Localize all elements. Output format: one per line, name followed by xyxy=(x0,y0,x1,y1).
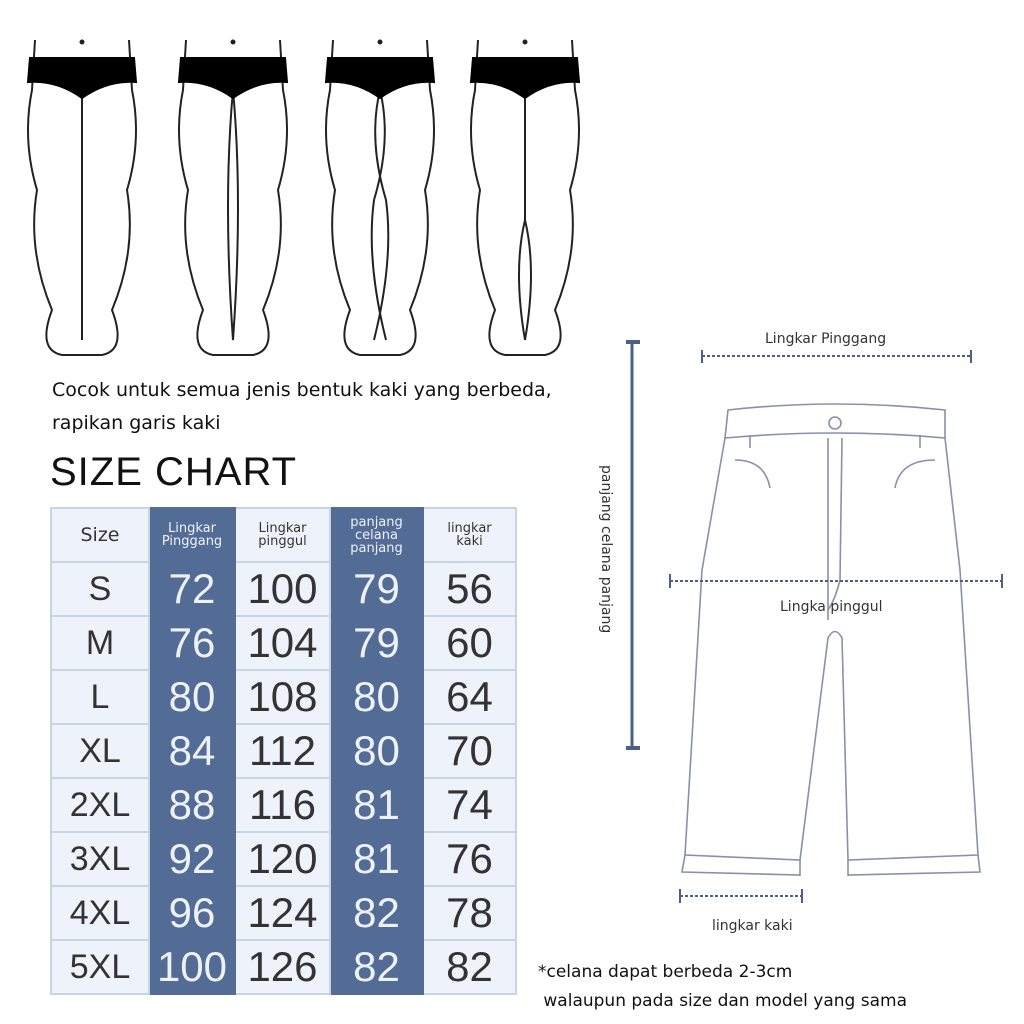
measure-cell: 81 xyxy=(329,777,424,833)
leg-shapes-illustration xyxy=(26,39,581,356)
measure-cell: 100 xyxy=(148,939,236,995)
table-row: S 72 100 79 56 xyxy=(50,561,517,617)
leg-label: lingkar kaki xyxy=(712,918,793,934)
measure-cell: 104 xyxy=(234,615,331,671)
leg-measure-line xyxy=(679,889,803,903)
measure-cell: 79 xyxy=(329,615,424,671)
measure-cell: 82 xyxy=(422,939,517,995)
measure-cell: 84 xyxy=(148,723,236,779)
measure-cell: 76 xyxy=(422,831,517,887)
measure-cell: 78 xyxy=(422,885,517,941)
note-line-1: *celana dapat berbeda 2-3cm xyxy=(538,962,793,982)
leg-figure xyxy=(26,39,138,356)
measure-cell: 126 xyxy=(234,939,331,995)
measure-cell: 88 xyxy=(148,777,236,833)
measure-cell: 80 xyxy=(329,669,424,725)
length-measure-line xyxy=(626,340,640,750)
leg-figure xyxy=(469,39,581,356)
column-header-text: panjang xyxy=(350,514,403,530)
size-cell: 3XL xyxy=(50,831,150,887)
column-header-text: pinggul xyxy=(258,534,307,549)
size-cell: M xyxy=(50,615,150,671)
measure-cell: 56 xyxy=(422,561,517,617)
table-row: 5XL 100 126 82 82 xyxy=(50,939,517,995)
column-header-text: Lingkar xyxy=(168,521,216,536)
column-header: lingkar kaki xyxy=(422,507,517,563)
measure-cell: 79 xyxy=(329,561,424,617)
column-header-text: Size xyxy=(80,523,120,546)
caption-line-2: rapikan garis kaki xyxy=(52,412,221,434)
measure-cell: 120 xyxy=(234,831,331,887)
column-header: Lingkar pinggul xyxy=(234,507,331,563)
note-line-2: walaupun pada size dan model yang sama xyxy=(538,991,907,1011)
measure-cell: 112 xyxy=(234,723,331,779)
size-cell: 5XL xyxy=(50,939,150,995)
length-label: panjang celana panjang xyxy=(598,465,614,633)
measure-cell: 80 xyxy=(329,723,424,779)
measure-cell: 64 xyxy=(422,669,517,725)
measure-cell: 74 xyxy=(422,777,517,833)
measure-cell: 81 xyxy=(329,831,424,887)
pants-diagram: panjang celana panjang Lingkar Pinggang … xyxy=(598,331,1003,934)
table-row: XL 84 112 80 70 xyxy=(50,723,517,779)
size-cell: L xyxy=(50,669,150,725)
waist-measure-line xyxy=(701,350,972,363)
column-header-text: lingkar xyxy=(447,521,492,536)
column-header-text: Pinggang xyxy=(161,534,223,549)
table-row: M 76 104 79 60 xyxy=(50,615,517,671)
table-header-row: Size Lingkar Pinggang Lingkar pinggul panjang… xyxy=(50,507,517,563)
caption-line-1: Cocok untuk semua jenis bentuk kaki yang… xyxy=(52,379,552,401)
table-row: L 80 108 80 64 xyxy=(50,669,517,725)
measure-cell: 82 xyxy=(329,939,424,995)
size-cell: 4XL xyxy=(50,885,150,941)
table-row: 4XL 96 124 82 78 xyxy=(50,885,517,941)
caption: Cocok untuk semua jenis bentuk kaki yang… xyxy=(52,374,552,440)
measure-cell: 72 xyxy=(148,561,236,617)
measure-cell: 96 xyxy=(148,885,236,941)
measure-cell: 100 xyxy=(234,561,331,617)
measure-cell: 116 xyxy=(234,777,331,833)
pants-outline xyxy=(681,403,981,876)
column-header-text: kaki xyxy=(456,534,483,549)
measure-cell: 108 xyxy=(234,669,331,725)
measure-cell: 82 xyxy=(329,885,424,941)
measure-cell: 80 xyxy=(148,669,236,725)
size-cell: XL xyxy=(50,723,150,779)
measure-cell: 124 xyxy=(234,885,331,941)
size-table: Size Lingkar Pinggang Lingkar pinggul panjang… xyxy=(50,507,517,995)
measure-cell: 70 xyxy=(422,723,517,779)
leg-figure xyxy=(177,39,289,356)
column-header-text: panjang xyxy=(350,540,403,556)
measure-cell: 76 xyxy=(148,615,236,671)
column-header: Lingkar Pinggang xyxy=(148,507,236,563)
column-header-text: Lingkar xyxy=(258,521,307,536)
column-header-text: celana xyxy=(355,527,398,543)
hip-measure-line xyxy=(669,574,1003,588)
waist-label: Lingkar Pinggang xyxy=(765,331,886,347)
leg-figure xyxy=(324,39,436,356)
size-cell: S xyxy=(50,561,150,617)
column-header: panjang celana panjang xyxy=(329,507,424,563)
measure-cell: 92 xyxy=(148,831,236,887)
hip-label: Lingka pinggul xyxy=(780,599,883,615)
measure-cell: 60 xyxy=(422,615,517,671)
column-header: Size xyxy=(50,507,150,563)
size-cell: 2XL xyxy=(50,777,150,833)
size-note: *celana dapat berbeda 2-3cm walaupun pad… xyxy=(538,958,907,1016)
table-row: 2XL 88 116 81 74 xyxy=(50,777,517,833)
table-row: 3XL 92 120 81 76 xyxy=(50,831,517,887)
size-chart-title: SIZE CHART xyxy=(50,450,298,494)
